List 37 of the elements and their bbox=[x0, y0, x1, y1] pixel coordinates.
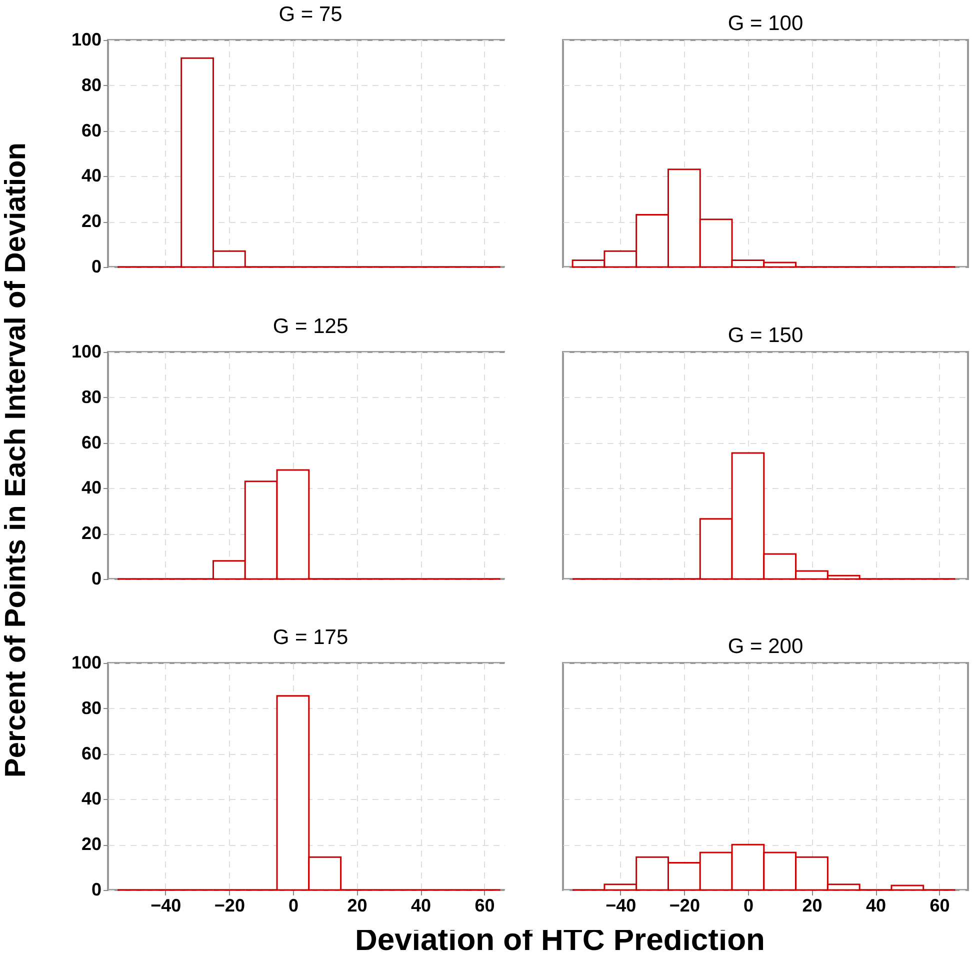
x-tick-label: 20 bbox=[802, 896, 822, 916]
x-tick-label: 0 bbox=[743, 896, 754, 916]
y-tick-label: 100 bbox=[71, 30, 102, 50]
x-tick-label: 20 bbox=[347, 896, 368, 916]
chart-title: G = 150 bbox=[728, 324, 804, 347]
x-tick-label: 60 bbox=[474, 896, 495, 916]
chart-title: G = 175 bbox=[272, 626, 348, 649]
y-tick-label: 0 bbox=[91, 880, 102, 900]
chart-title: G = 75 bbox=[278, 3, 342, 26]
y-axis-title: Percent of Points in Each Interval of Deviation bbox=[0, 142, 33, 780]
y-tick-label: 80 bbox=[81, 74, 102, 95]
y-tick-label: 40 bbox=[81, 788, 102, 809]
y-tick-label: 20 bbox=[81, 211, 102, 232]
x-tick-label: −40 bbox=[606, 896, 636, 916]
y-tick-label: 60 bbox=[81, 432, 102, 452]
x-tick-label: 60 bbox=[930, 896, 950, 916]
chart-title: G = 100 bbox=[728, 12, 804, 35]
y-tick-label: 80 bbox=[81, 386, 102, 407]
chart-title: G = 200 bbox=[728, 635, 804, 658]
x-tick-label: 40 bbox=[411, 896, 432, 916]
y-tick-label: 40 bbox=[81, 166, 102, 186]
chart-title: G = 125 bbox=[272, 315, 348, 338]
x-tick-label: −20 bbox=[669, 896, 700, 916]
y-tick-label: 60 bbox=[81, 120, 102, 140]
y-tick-label: 60 bbox=[81, 743, 102, 764]
y-tick-label: 100 bbox=[71, 342, 102, 362]
y-tick-label: 0 bbox=[91, 568, 102, 588]
y-tick-label: 20 bbox=[81, 523, 102, 544]
x-tick-label: −40 bbox=[150, 896, 182, 916]
y-tick-label: 20 bbox=[81, 834, 102, 854]
y-tick-label: 100 bbox=[71, 652, 102, 672]
x-tick-label: 40 bbox=[866, 896, 886, 916]
y-tick-label: 0 bbox=[91, 256, 102, 276]
x-tick-label: 0 bbox=[288, 896, 298, 916]
y-tick-label: 80 bbox=[81, 698, 102, 718]
x-tick-label: −20 bbox=[214, 896, 245, 916]
y-tick-label: 40 bbox=[81, 478, 102, 498]
